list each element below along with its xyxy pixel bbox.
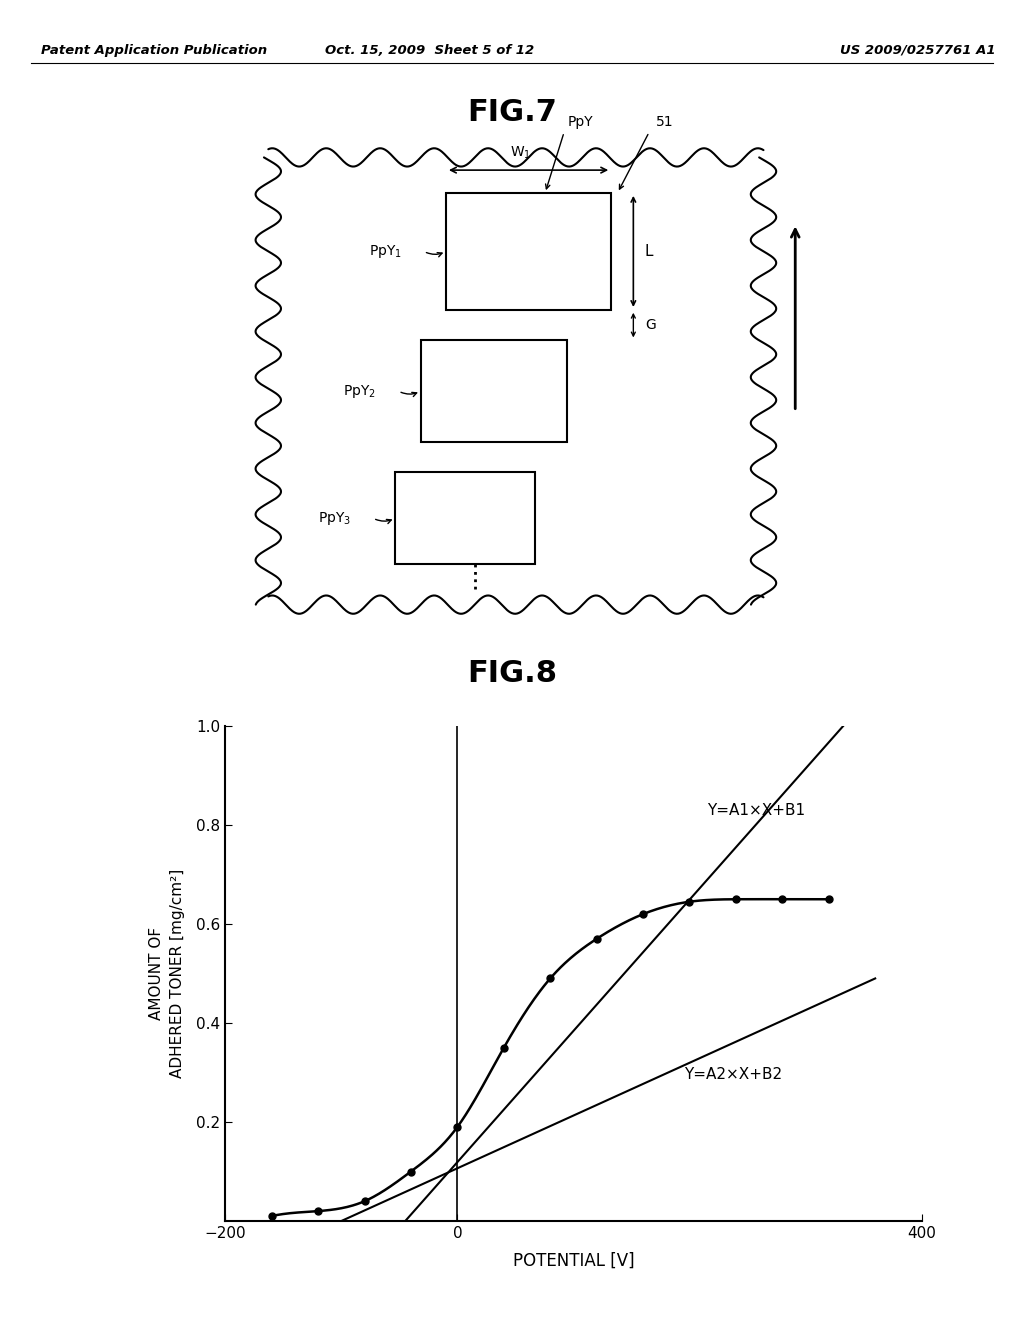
Text: Y=A1×X+B1: Y=A1×X+B1: [707, 803, 805, 817]
Text: Oct. 15, 2009  Sheet 5 of 12: Oct. 15, 2009 Sheet 5 of 12: [326, 44, 535, 57]
Text: US 2009/0257761 A1: US 2009/0257761 A1: [840, 44, 995, 57]
Text: G: G: [645, 318, 655, 333]
Text: W$_1$: W$_1$: [510, 145, 530, 161]
Bar: [421, 341, 566, 442]
Text: PpY$_2$: PpY$_2$: [343, 383, 376, 400]
Text: L: L: [645, 244, 653, 259]
Text: FIG.7: FIG.7: [467, 98, 557, 127]
Text: FIG.8: FIG.8: [467, 659, 557, 688]
Text: 51: 51: [655, 115, 673, 129]
Bar: [446, 193, 611, 310]
Text: PpY$_3$: PpY$_3$: [317, 510, 351, 527]
Text: Y=A2×X+B2: Y=A2×X+B2: [684, 1068, 781, 1082]
Bar: [395, 473, 535, 564]
Text: PpY: PpY: [567, 115, 593, 129]
Text: PpY$_1$: PpY$_1$: [369, 243, 401, 260]
X-axis label: POTENTIAL [V]: POTENTIAL [V]: [513, 1251, 634, 1270]
Text: Patent Application Publication: Patent Application Publication: [41, 44, 267, 57]
Y-axis label: AMOUNT OF
ADHERED TONER [mg/cm²]: AMOUNT OF ADHERED TONER [mg/cm²]: [150, 869, 185, 1078]
